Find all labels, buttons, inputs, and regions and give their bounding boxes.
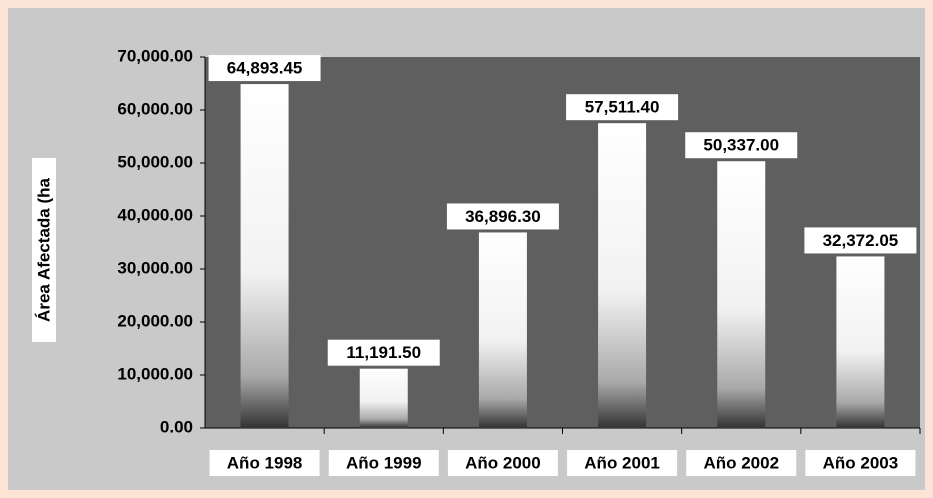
bar (479, 232, 527, 428)
x-tick-label: Año 1999 (346, 453, 422, 472)
bar (836, 256, 884, 428)
value-label: 11,191.50 (346, 343, 421, 362)
x-tick-label: Año 2003 (823, 453, 899, 472)
value-label: 32,372.05 (823, 231, 899, 250)
bar (598, 123, 646, 428)
y-tick-label: 10,000.00 (117, 364, 193, 383)
value-label: 64,893.45 (227, 59, 303, 78)
y-tick-label: 0.00 (160, 417, 193, 436)
x-tick-label: Año 2001 (584, 453, 660, 472)
x-tick-label: Año 1998 (227, 453, 303, 472)
y-tick-label: 70,000.00 (117, 46, 193, 65)
y-axis-title: Área Afectada (ha (34, 177, 53, 321)
bar (717, 161, 765, 428)
value-label: 36,896.30 (465, 207, 541, 226)
x-tick-label: Año 2002 (703, 453, 779, 472)
value-label: 50,337.00 (703, 136, 779, 155)
bar (241, 84, 289, 428)
bar (360, 369, 408, 428)
chart: Área Afectada (ha 0.00 10,000.00 20,000.00… (0, 0, 933, 498)
y-tick-label: 40,000.00 (117, 205, 193, 224)
y-tick-label: 20,000.00 (117, 311, 193, 330)
y-tick-label: 50,000.00 (117, 152, 193, 171)
value-label: 57,511.40 (585, 98, 660, 117)
x-tick-label: Año 2000 (465, 453, 541, 472)
y-tick-label: 60,000.00 (117, 99, 193, 118)
y-tick-label: 30,000.00 (117, 258, 193, 277)
